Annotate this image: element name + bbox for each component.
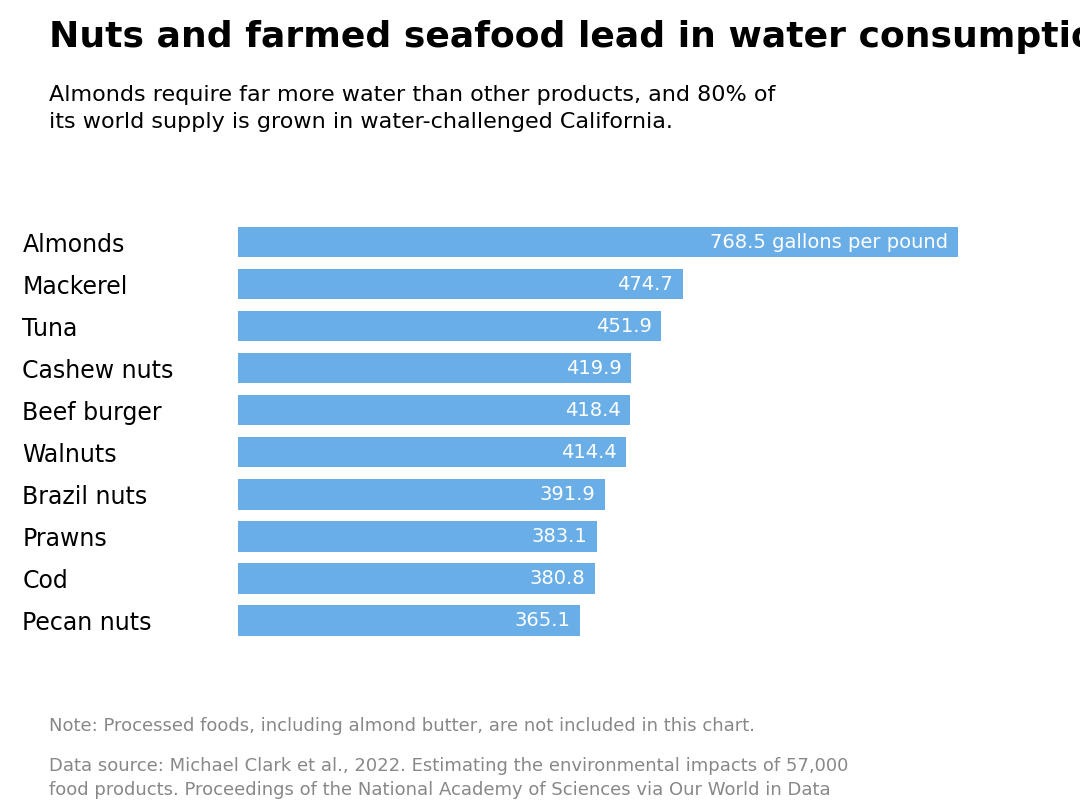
Text: 418.4: 418.4 (565, 401, 620, 420)
Text: 419.9: 419.9 (566, 359, 622, 377)
Text: 391.9: 391.9 (540, 485, 595, 504)
Bar (238, 395, 630, 425)
Bar (238, 227, 958, 258)
Text: Data source: Michael Clark et al., 2022. Estimating the environmental impacts of: Data source: Michael Clark et al., 2022.… (49, 757, 848, 799)
Bar (238, 437, 626, 467)
Bar (238, 605, 580, 636)
Text: 365.1: 365.1 (514, 611, 570, 630)
Text: 380.8: 380.8 (529, 569, 585, 588)
Bar (238, 311, 661, 341)
Text: 474.7: 474.7 (618, 275, 673, 294)
Text: Note: Processed foods, including almond butter, are not included in this chart.: Note: Processed foods, including almond … (49, 717, 755, 735)
Bar (238, 480, 605, 509)
Text: Almonds require far more water than other products, and 80% of
its world supply : Almonds require far more water than othe… (49, 85, 775, 132)
Bar (238, 269, 683, 300)
Text: 383.1: 383.1 (531, 527, 588, 546)
Bar (238, 353, 631, 383)
Text: Nuts and farmed seafood lead in water consumption: Nuts and farmed seafood lead in water co… (49, 20, 1080, 54)
Bar (238, 522, 596, 552)
Bar (238, 563, 594, 594)
Text: 451.9: 451.9 (596, 317, 651, 335)
Text: 768.5 gallons per pound: 768.5 gallons per pound (711, 232, 948, 252)
Text: 414.4: 414.4 (561, 443, 617, 462)
